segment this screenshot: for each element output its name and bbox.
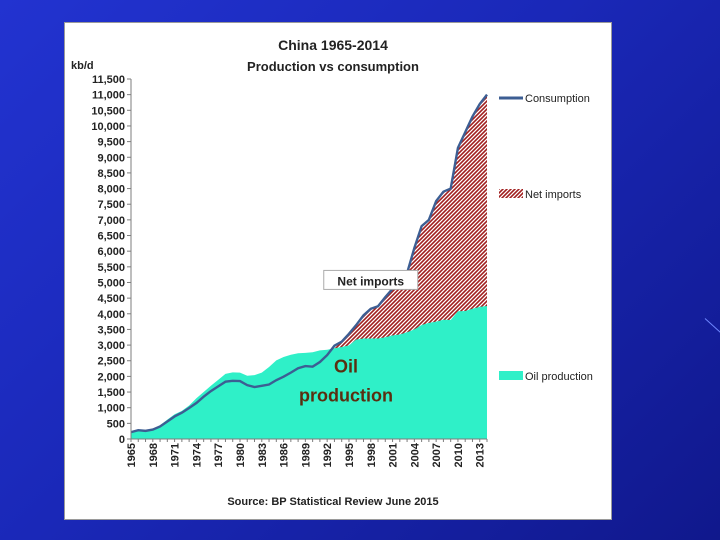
- consumption-line: [130, 93, 488, 434]
- x-tick-label: 2010: [453, 443, 465, 467]
- y-tick-label: 5,500: [97, 262, 125, 274]
- chart: China 1965-2014 Production vs consumptio…: [71, 37, 593, 508]
- y-tick-label: 500: [107, 418, 125, 430]
- y-tick-label: 10,000: [91, 121, 125, 133]
- x-tick-label: 1974: [191, 442, 203, 467]
- oil-production-label: production: [299, 385, 393, 405]
- y-tick-label: 5,000: [97, 277, 125, 289]
- chart-title: China 1965-2014: [278, 37, 388, 53]
- x-tick-label: 2013: [475, 443, 487, 467]
- net-imports-label-box: [323, 269, 419, 290]
- y-tick-label: 6,000: [97, 246, 125, 258]
- x-tick-label: 2004: [409, 442, 421, 467]
- decorative-line: [704, 318, 720, 339]
- x-tick-label: 1992: [322, 443, 334, 467]
- y-tick-label: 7,000: [97, 215, 125, 227]
- oil-production-area: [131, 305, 487, 439]
- y-tick-label: 11,000: [92, 90, 125, 102]
- y-tick-label: 8,500: [97, 168, 125, 180]
- y-tick-label: 1,500: [97, 387, 125, 399]
- chart-subtitle: Production vs consumption: [247, 59, 419, 74]
- y-tick-label: 6,500: [97, 231, 125, 243]
- y-tick-label: 2,000: [97, 371, 125, 383]
- legend-label: Net imports: [525, 189, 582, 201]
- y-tick-label: 0: [119, 434, 125, 446]
- x-tick-label: 1986: [279, 443, 291, 467]
- plot-area: 0 500 1,000 1,500 2,000 2,500 3,000 3,500 4,000 4…: [91, 74, 488, 467]
- source-note: Source: BP Statistical Review June 2015: [227, 496, 438, 508]
- y-tick-label: 4,500: [97, 293, 125, 305]
- oil-production-label: Oil: [334, 356, 358, 376]
- y-tick-label: 2,500: [97, 356, 125, 368]
- chart-panel: China 1965-2014 Production vs consumptio…: [64, 22, 612, 520]
- y-tick-label: 4,000: [97, 309, 125, 321]
- x-tick-label: 2007: [431, 443, 443, 467]
- x-tick-label: 1998: [366, 443, 378, 467]
- y-tick-label: 10,500: [91, 105, 125, 117]
- y-axis-label: kb/d: [71, 60, 94, 72]
- x-tick-label: 1983: [257, 443, 269, 467]
- x-tick-label: 2001: [388, 443, 400, 467]
- y-tick-label: 1,000: [97, 403, 125, 415]
- y-tick-label: 7,500: [97, 199, 125, 211]
- legend: Consumption Net imports Oil production: [499, 93, 593, 383]
- x-tick-label: 1995: [344, 443, 356, 467]
- x-tick-label: 1968: [148, 443, 160, 467]
- legend-label: Consumption: [525, 93, 590, 105]
- y-tick-label: 9,500: [97, 137, 125, 149]
- legend-label: Oil production: [525, 371, 593, 383]
- y-tick-label: 8,000: [97, 184, 125, 196]
- x-tick-label: 1977: [213, 443, 225, 467]
- y-tick-label: 3,500: [97, 324, 125, 336]
- legend-swatch-net-imports: [499, 189, 523, 198]
- x-tick-label: 1980: [235, 443, 247, 467]
- x-tick-label: 1971: [170, 443, 182, 467]
- y-tick-label: 11,500: [92, 74, 125, 86]
- legend-swatch-oil-production: [499, 371, 523, 380]
- x-tick-label: 1965: [126, 443, 138, 467]
- x-tick-label: 1989: [300, 443, 312, 467]
- net-imports-label: Net imports: [337, 274, 404, 288]
- y-tick-label: 9,000: [97, 152, 125, 164]
- y-tick-label: 3,000: [97, 340, 125, 352]
